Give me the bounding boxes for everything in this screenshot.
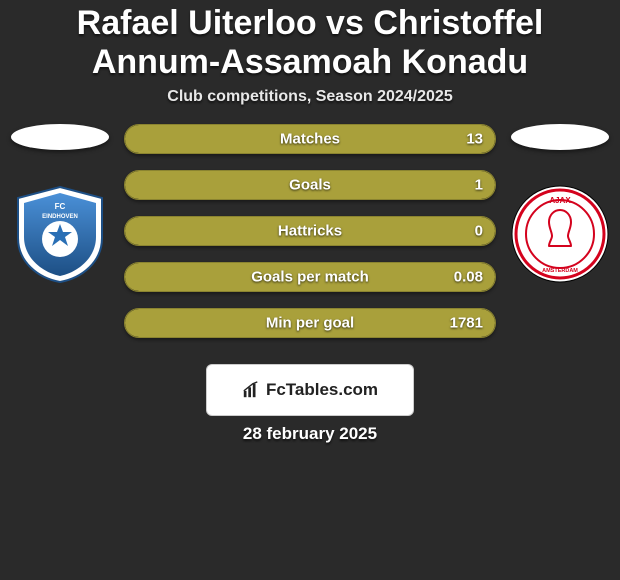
stat-value-right: 1: [475, 177, 483, 194]
stat-value-right: 13: [466, 131, 483, 148]
right-side: AJAX AMSTERDAM: [510, 124, 610, 284]
player-photo-placeholder-left: [11, 124, 109, 150]
svg-text:AJAX: AJAX: [549, 196, 571, 205]
subtitle: Club competitions, Season 2024/2025: [0, 88, 620, 106]
badge-icon: AJAX AMSTERDAM: [510, 184, 610, 284]
stat-bar: Goals per match 0.08: [124, 262, 496, 292]
shield-icon: FC EINDHOVEN: [10, 184, 110, 284]
stat-bar: Matches 13: [124, 124, 496, 154]
stat-value-right: 0.08: [454, 269, 483, 286]
stat-bar: Min per goal 1781: [124, 308, 496, 338]
main-row: FC EINDHOVEN Matches 13 Goals 1 Hattricks 0 Go…: [0, 124, 620, 354]
stat-label: Matches: [280, 131, 340, 148]
stat-bar: Goals 1: [124, 170, 496, 200]
comparison-card: Rafael Uiterloo vs Christoffel Annum-Ass…: [0, 0, 620, 580]
player-photo-placeholder-right: [511, 124, 609, 150]
date-label: 28 february 2025: [0, 424, 620, 444]
left-side: FC EINDHOVEN: [10, 124, 110, 284]
left-team-crest: FC EINDHOVEN: [10, 184, 110, 284]
svg-text:EINDHOVEN: EINDHOVEN: [42, 214, 78, 220]
svg-text:AMSTERDAM: AMSTERDAM: [542, 268, 578, 274]
stat-label: Min per goal: [266, 315, 354, 332]
footer-brand-box[interactable]: FcTables.com: [206, 364, 414, 416]
footer-text: FcTables.com: [266, 380, 378, 400]
stat-label: Hattricks: [278, 223, 342, 240]
stat-label: Goals per match: [251, 269, 369, 286]
stat-value-right: 1781: [450, 315, 483, 332]
stat-label: Goals: [289, 177, 331, 194]
stats-bars: Matches 13 Goals 1 Hattricks 0 Goals per match…: [110, 124, 510, 354]
stat-value-right: 0: [475, 223, 483, 240]
page-title: Rafael Uiterloo vs Christoffel Annum-Ass…: [0, 4, 620, 88]
svg-text:FC: FC: [55, 202, 66, 211]
bar-chart-icon: [242, 381, 260, 399]
stat-bar: Hattricks 0: [124, 216, 496, 246]
right-team-crest: AJAX AMSTERDAM: [510, 184, 610, 284]
